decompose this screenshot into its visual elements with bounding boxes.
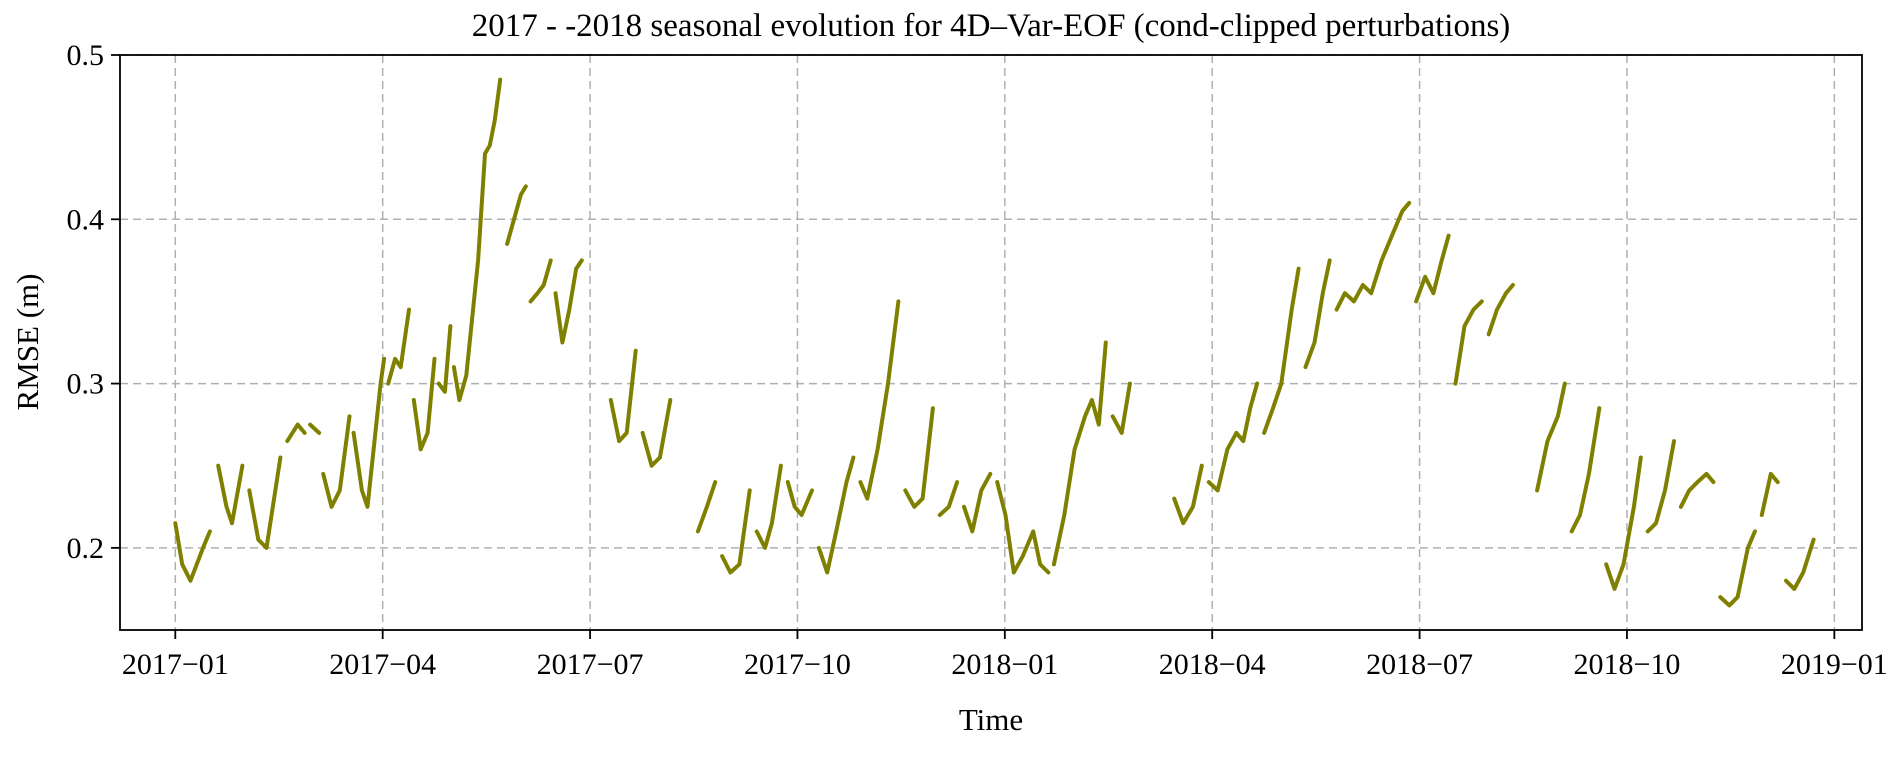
x-tick-label: 2017−01 (122, 648, 229, 681)
axes-group: 2017−01 2017−04 2017−07 2017−10 2018−01 2018−… (67, 39, 1888, 681)
rmse-line-segment (1759, 471, 1780, 517)
rmse-line-segment (1718, 529, 1757, 608)
rmse-line-segment (436, 324, 453, 394)
rmse-line-segment (695, 480, 718, 534)
rmse-line-segment (1604, 455, 1643, 591)
rmse-line-segment (1645, 439, 1676, 534)
rmse-line-segment (1051, 340, 1108, 567)
rmse-line-segment (1110, 381, 1132, 435)
x-tick-label: 2018−07 (1366, 648, 1473, 681)
x-tick-label: 2018−01 (951, 648, 1058, 681)
x-axis-label: Time (959, 702, 1023, 737)
gridlines-group (120, 54, 1862, 630)
rmse-line-segment (608, 348, 638, 444)
rmse-line-segment (937, 480, 960, 517)
rmse-line-segment (1334, 200, 1412, 312)
rmse-line-segment (451, 77, 503, 402)
rmse-line-segment (173, 521, 212, 583)
rmse-line-segment (308, 422, 322, 435)
rmse-line-segment (1206, 381, 1260, 493)
rmse-line-segment (411, 356, 437, 452)
y-tick-label: 0.3 (67, 368, 105, 401)
rmse-line-segment (351, 356, 387, 509)
series-group (173, 77, 1816, 608)
rmse-line-segment (785, 480, 814, 517)
rmse-line-segment (816, 455, 856, 575)
x-tick-label: 2019−01 (1781, 648, 1888, 681)
rmse-line-segment (386, 307, 411, 386)
rmse-line-segment (995, 480, 1051, 575)
rmse-line-segment (754, 463, 783, 550)
rmse-line-segment (1453, 299, 1484, 386)
x-tick-label: 2018−04 (1159, 648, 1266, 681)
x-tick-label: 2017−10 (744, 648, 851, 681)
rmse-line-segment (1486, 283, 1515, 337)
rmse-line-segment (720, 488, 752, 575)
rmse-line-segment (528, 258, 553, 304)
y-tick-label: 0.4 (67, 203, 105, 236)
rmse-line-segment (1414, 233, 1451, 304)
chart-title: 2017 - -2018 seasonal evolution for 4D–V… (472, 8, 1511, 44)
rmse-line-segment (1678, 471, 1716, 509)
rmse-line-segment (962, 471, 993, 534)
rmse-line-segment (640, 398, 673, 468)
x-tick-label: 2017−04 (329, 648, 436, 681)
rmse-line-segment (285, 422, 307, 444)
rmse-line-segment (321, 414, 352, 509)
x-tick-label: 2018−10 (1574, 648, 1681, 681)
y-tick-label: 0.5 (67, 39, 105, 72)
x-tick-label: 2017−07 (537, 648, 644, 681)
rmse-line-segment (247, 455, 283, 550)
rmse-line-segment (1172, 463, 1204, 526)
rmse-line-segment (553, 258, 584, 345)
y-tick-label: 0.2 (67, 532, 105, 565)
rmse-line-segment (1262, 266, 1301, 435)
plot-border (119, 54, 1863, 631)
rmse-line-segment (1569, 406, 1602, 534)
rmse-line-segment (216, 463, 245, 526)
rmse-line-segment (1784, 537, 1816, 591)
rmse-line-segment (903, 406, 935, 509)
rmse-line-segment (1303, 258, 1332, 370)
rmse-line-segment (1535, 381, 1567, 493)
rmse-line-segment (505, 184, 528, 246)
y-axis-label: RMSE (m) (10, 274, 45, 411)
rmse-line-segment (858, 299, 901, 501)
